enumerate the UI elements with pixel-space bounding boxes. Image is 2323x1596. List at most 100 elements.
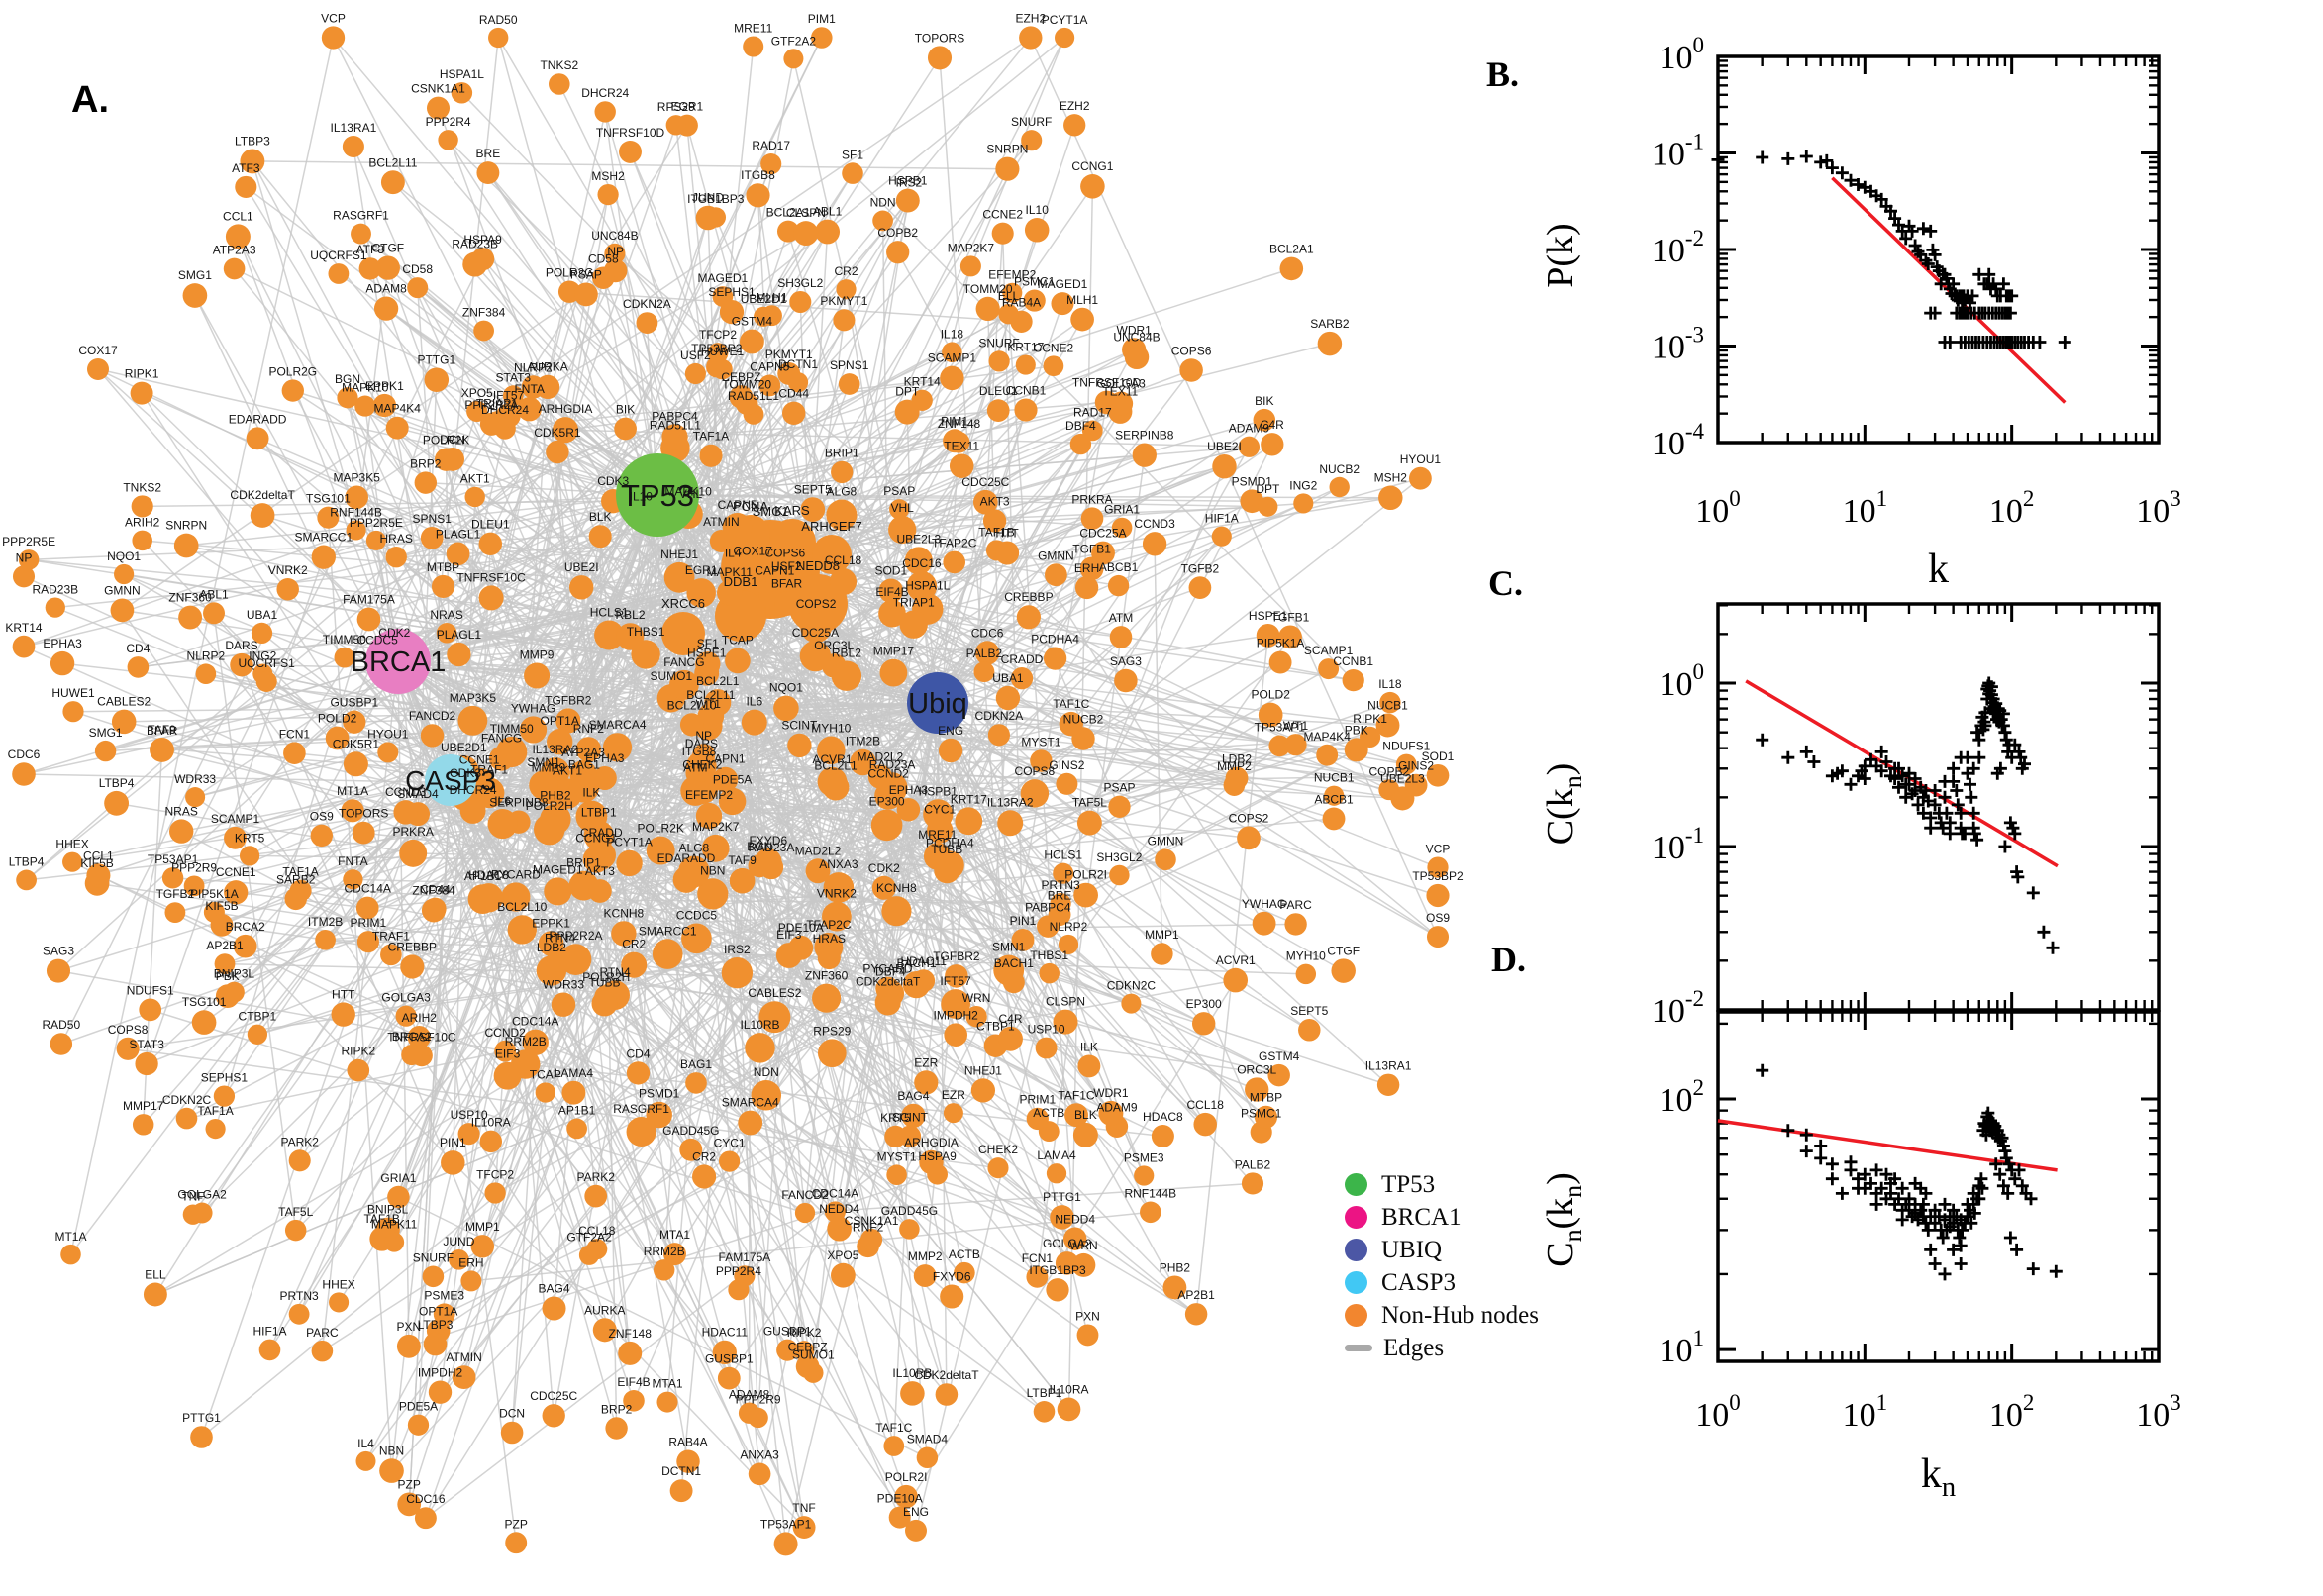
node-label: IRS2 [896,175,923,189]
network-node [594,101,616,123]
node-label: ALG8 [679,842,710,855]
network-edge [397,660,707,674]
network-node [328,263,350,284]
node-label: TAF5L [278,1205,313,1219]
network-edge [194,295,399,662]
node-label: HDAC8 [468,868,509,882]
node-label: ERH [1074,561,1099,575]
node-label: DCN [440,433,465,447]
node-label: CYC1 [924,802,956,816]
network-node [1002,971,1025,994]
node-label: SMARCA4 [722,1096,779,1110]
network-node [886,241,910,264]
node-label: HCLS1 [590,606,629,620]
network-node [62,851,83,872]
network-node [173,533,199,558]
node-label: CDC14A [812,1186,858,1200]
node-label: CD4 [626,1047,650,1060]
network-edge [412,544,492,854]
network-node [50,650,75,676]
node-label: UQCRFS1 [239,656,296,670]
node-label: PIN1 [1010,914,1037,928]
node-label: ENG [903,1505,929,1519]
node-label: PXN [1075,1309,1100,1323]
network-node [799,640,832,672]
network-edge [556,419,1265,893]
network-node [773,695,799,722]
network-node [722,512,753,543]
network-node [1331,958,1356,983]
network-node [1238,436,1261,457]
node-label: ATP2A3 [213,244,256,257]
node-label: CCL18 [825,553,862,567]
network-node [568,772,599,803]
network-node [45,597,65,618]
network-node [276,577,299,601]
node-label: CYC1 [714,1137,746,1150]
network-node [478,532,503,556]
network-edge [939,57,1012,1040]
network-edge [214,911,957,1036]
network-node [717,1366,741,1390]
network-edge [852,172,1355,681]
network-edge [680,722,756,1491]
node-label: TGFB2 [1181,561,1220,575]
network-node [127,656,150,678]
network-node [1111,517,1133,539]
network-node [1059,711,1083,737]
network-node [712,766,739,793]
network-node [132,1114,154,1136]
x-axis-title: kn [1921,1451,1956,1503]
node-label: PPP2R9 [736,1393,781,1407]
network-node [720,560,747,587]
node-label: TP53AP1 [1255,721,1306,735]
node-label: ING2 [249,649,276,663]
node-label: RBL2 [832,646,861,659]
node-label: RAD17 [752,139,790,152]
node-label: NP [695,729,712,743]
network-node [588,525,612,549]
node-label: PDE10A [778,921,824,935]
network-edge [252,160,1008,170]
network-node [575,800,608,833]
node-label: HYOU1 [367,727,409,741]
network-node [991,222,1014,245]
network-node [739,329,764,354]
network-node [831,660,862,691]
node-label: ABL1 [199,587,229,601]
network-edge [1009,822,1205,1025]
network-node [975,296,1000,322]
node-label: ATMIN [446,1350,481,1364]
node-label: VHL [679,487,703,501]
node-label: PTTG1 [182,1411,221,1425]
node-label: PPP2R2A [549,929,602,943]
network-node [938,738,963,763]
network-node [311,545,336,569]
network-edge [395,267,1292,558]
network-node [190,1426,213,1448]
network-node [239,846,260,866]
node-label: PSAP [570,268,602,282]
network-node [519,716,548,744]
node-label: ADAM8 [365,282,407,296]
network-node [895,188,920,213]
node-label: WDR33 [543,978,584,992]
legend-label: TP53 [1381,1170,1436,1198]
node-label: POLD2 [318,712,357,726]
node-label: GMNN [104,584,141,598]
node-label: CDK5R1 [534,426,581,440]
network-edge [194,660,399,798]
node-label: TAF1C [1053,697,1089,711]
network-node [542,1404,565,1428]
network-node [748,1407,768,1429]
node-label: CDK3 [450,766,481,780]
plot-panel-c: 100 10-1 10-2 C(kn) [1540,602,2161,1030]
node-label: MAP4K4 [1304,730,1352,744]
node-label: SARB2 [276,873,316,887]
network-node [826,499,858,531]
node-label: SMAD4 [397,787,439,801]
node-label: RAD51L1 [728,389,779,403]
network-edge [411,311,733,967]
node-label: IFT57 [940,974,971,988]
node-label: STAT3 [496,370,532,384]
